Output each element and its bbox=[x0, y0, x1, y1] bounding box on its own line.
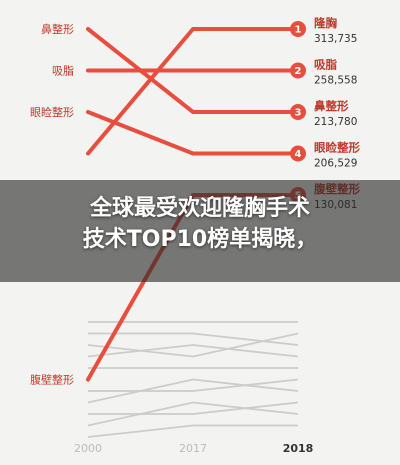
right-label-value: 213,780 bbox=[314, 116, 357, 128]
headline-banner bbox=[0, 180, 400, 282]
left-label: 鼻整形 bbox=[41, 22, 74, 36]
background-line bbox=[87, 378, 299, 404]
rank-badge bbox=[290, 104, 306, 120]
right-label-name: 吸脂 bbox=[314, 58, 337, 72]
rank-badge bbox=[290, 62, 306, 79]
right-label-name: 鼻整形 bbox=[314, 99, 349, 113]
headline-line-1: 全球最受欢迎隆胸手术 bbox=[89, 196, 310, 221]
left-label: 眼睑整形 bbox=[30, 105, 74, 119]
right-label-value: 313,735 bbox=[314, 33, 357, 45]
series-line bbox=[86, 27, 300, 114]
rank-badge bbox=[290, 21, 306, 37]
headline-line-2: 技术TOP10榜单揭晓， bbox=[82, 227, 318, 252]
rank-number: 3 bbox=[295, 108, 302, 119]
background-line bbox=[87, 344, 299, 358]
right-label-value: 206,529 bbox=[314, 158, 357, 170]
background-line bbox=[87, 332, 299, 358]
headline: 全球最受欢迎隆胸手术 技术TOP10榜单揭晓， bbox=[0, 193, 400, 255]
right-label-name: 隆胸 bbox=[314, 16, 337, 30]
background-lines bbox=[87, 321, 299, 438]
right-label-name: 眼睑整形 bbox=[314, 141, 360, 155]
series-line bbox=[86, 27, 300, 156]
rank-number: 2 bbox=[295, 66, 302, 77]
x-tick-label: 2018 bbox=[283, 442, 314, 455]
rank-number: 4 bbox=[295, 149, 302, 160]
rank-number: 1 bbox=[295, 25, 302, 36]
series-line bbox=[86, 110, 300, 156]
background-line bbox=[88, 378, 299, 392]
x-tick-label: 2000 bbox=[74, 442, 102, 455]
left-label: 吸脂 bbox=[52, 64, 74, 78]
left-label: 腹壁整形 bbox=[30, 373, 74, 387]
x-tick-label: 2017 bbox=[179, 442, 207, 455]
background-line bbox=[88, 332, 299, 346]
background-line bbox=[88, 401, 299, 415]
background-line bbox=[87, 424, 298, 438]
rank-badge bbox=[290, 145, 306, 162]
right-label-value: 258,558 bbox=[314, 75, 357, 87]
background-line bbox=[87, 401, 299, 427]
x-axis-ticks: 2000 2017 2018 bbox=[74, 442, 313, 455]
